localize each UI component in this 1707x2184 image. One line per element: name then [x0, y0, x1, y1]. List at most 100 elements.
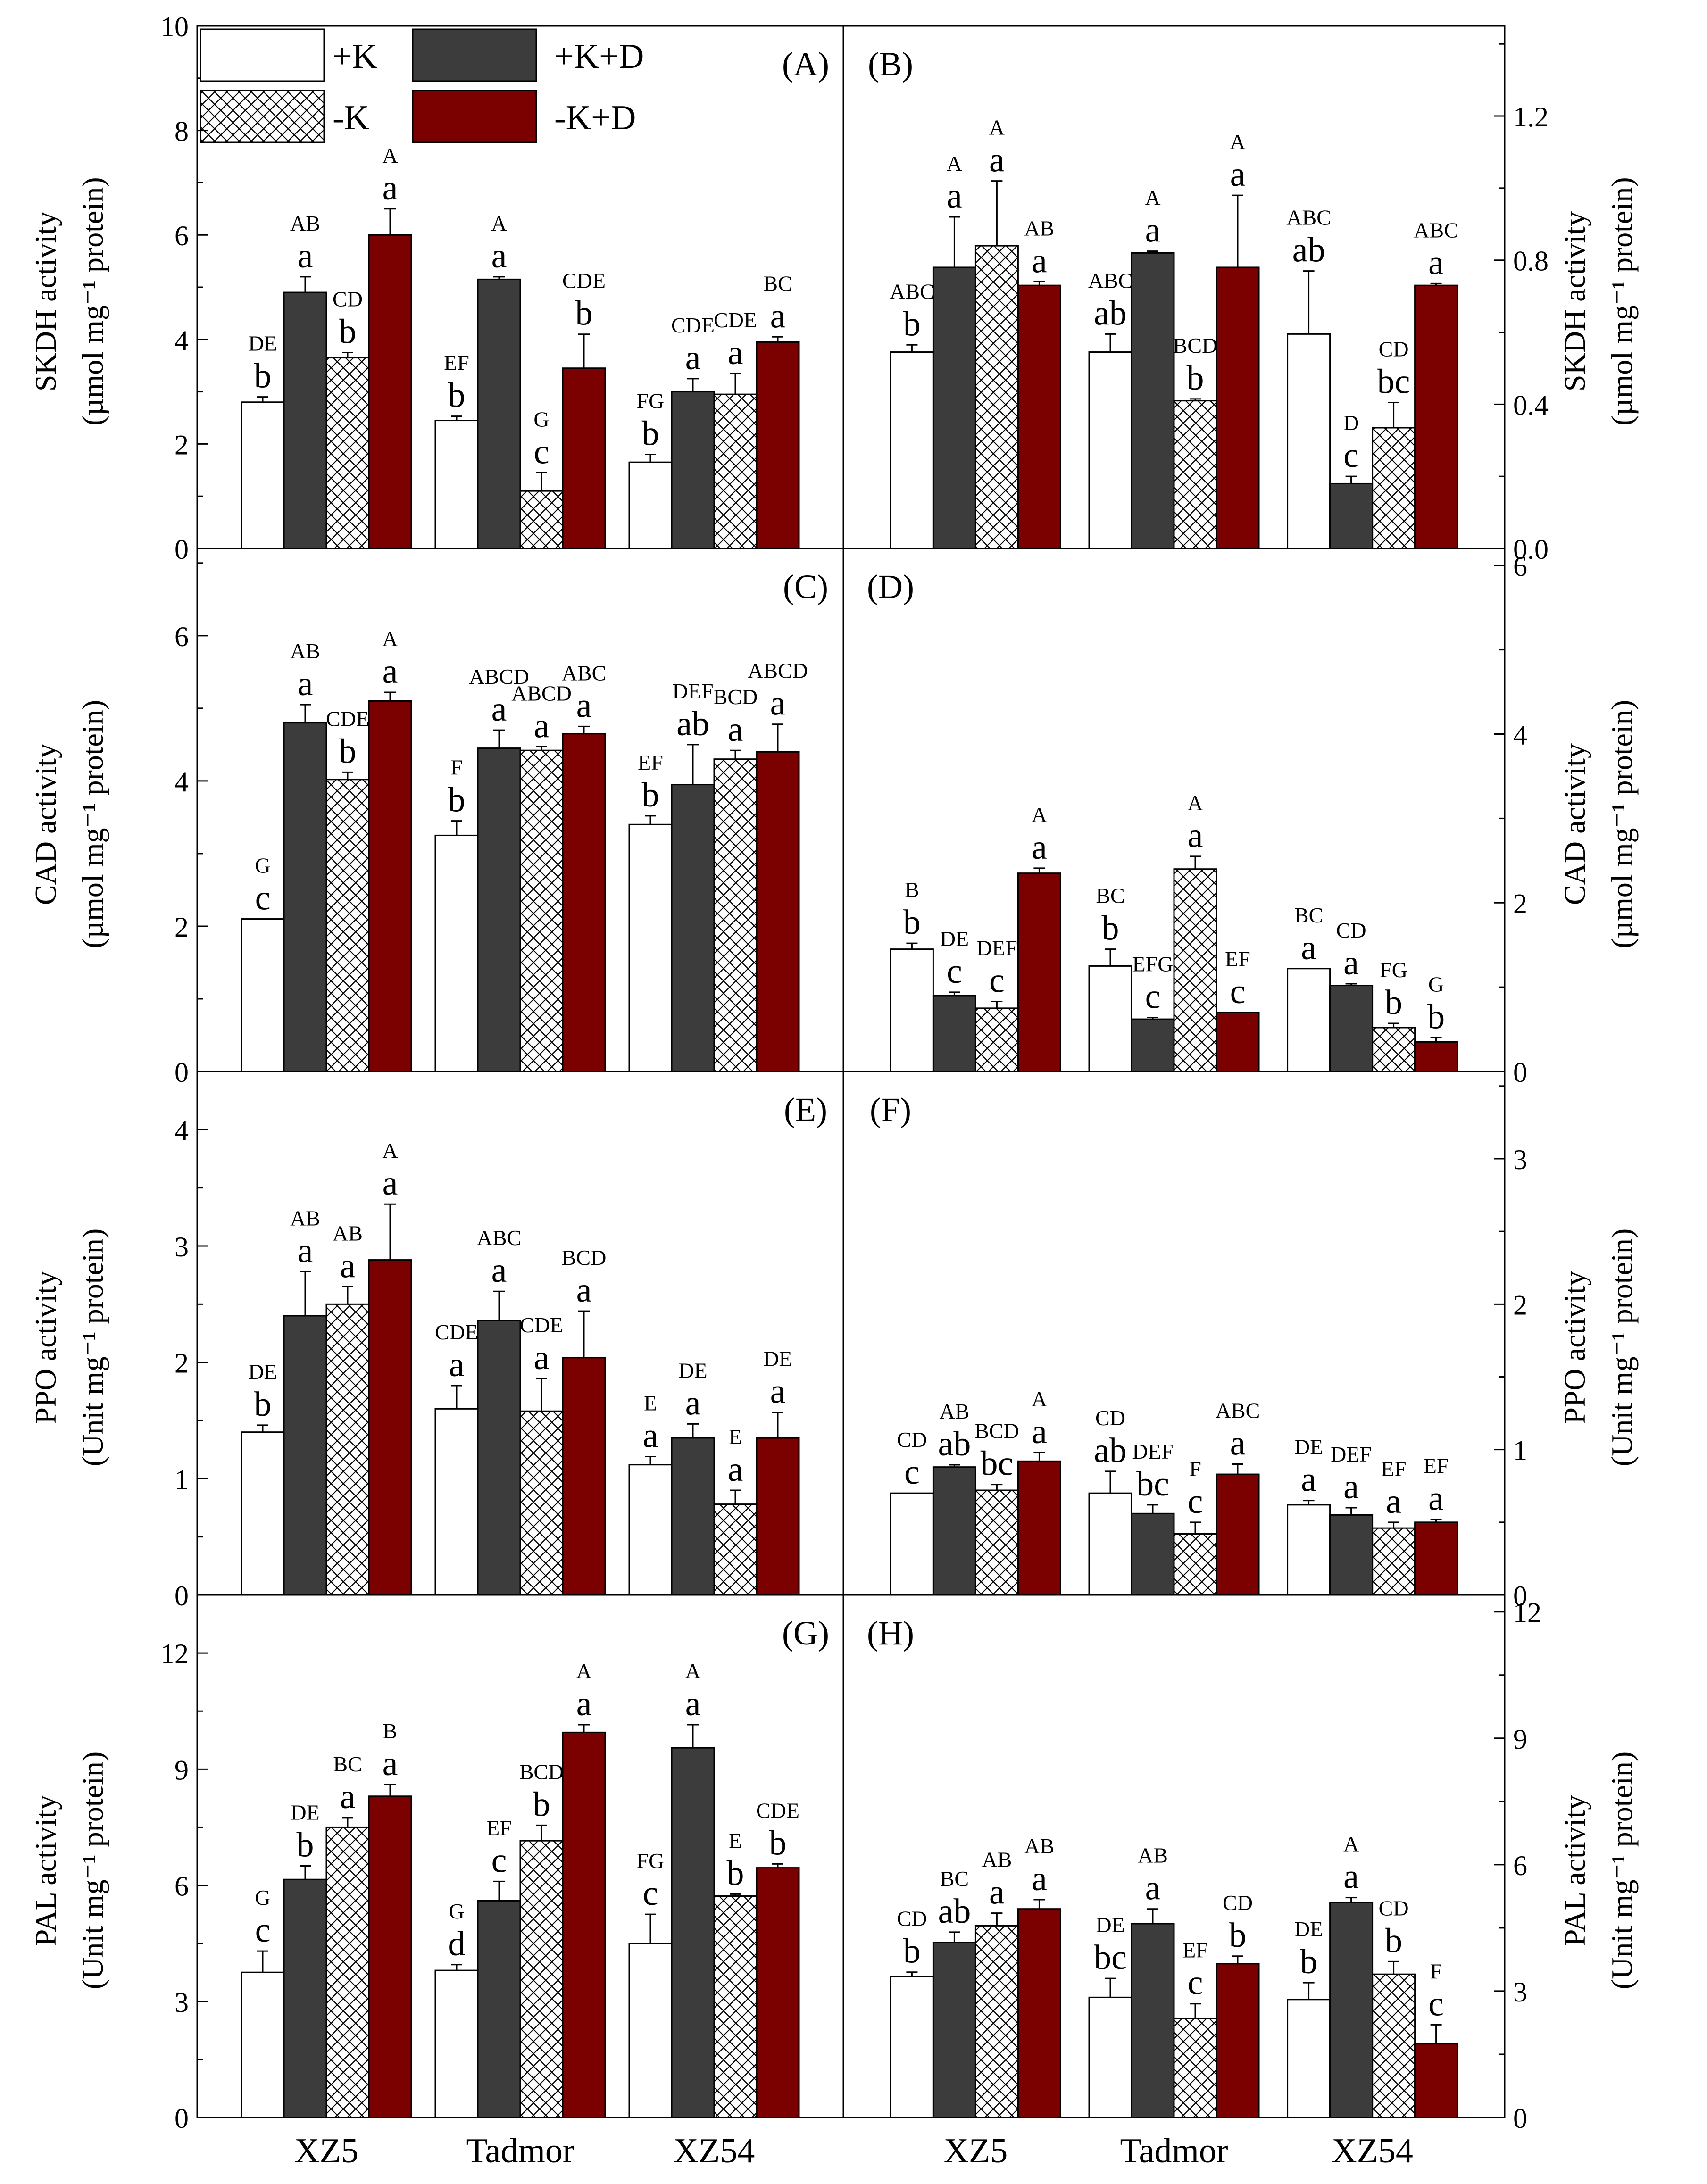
x-category-label: XZ54 — [1332, 2132, 1413, 2170]
significance-lower: c — [534, 432, 550, 471]
y-tick-label: 4 — [175, 766, 189, 797]
significance-upper: DEF — [673, 679, 714, 703]
significance-lower: b — [1229, 1916, 1247, 1955]
significance-lower: ab — [938, 1892, 971, 1931]
significance-upper: ABCD — [469, 664, 529, 689]
y-tick-label: 6 — [1513, 1850, 1527, 1881]
y-axis-unit: (Unit mg⁻¹ protein) — [76, 1229, 109, 1466]
significance-upper: F — [1430, 1959, 1442, 1983]
significance-lower: b — [254, 1385, 272, 1424]
significance-lower: b — [1385, 1921, 1402, 1960]
bar--K+D — [756, 341, 800, 549]
significance-upper: BC — [1096, 884, 1124, 908]
significance-upper: BC — [1294, 903, 1323, 927]
bar--K+D — [368, 1259, 412, 1596]
x-axis-labels: XZ5 Tadmor XZ54 XZ5 Tadmor XZ54 — [294, 2132, 1413, 2170]
significance-lower: a — [298, 237, 313, 275]
bar-+K+D — [477, 278, 521, 549]
significance-upper: A — [1032, 1387, 1047, 1411]
significance-upper: DEF — [1331, 1442, 1372, 1466]
significance-lower: a — [576, 1685, 592, 1723]
significance-lower: b — [1187, 359, 1204, 398]
significance-upper: DE — [763, 1347, 792, 1371]
bar--K+D — [562, 367, 606, 549]
bar--K — [1372, 1027, 1416, 1072]
bar--K+D — [562, 1357, 606, 1596]
significance-upper: AB — [290, 1206, 320, 1230]
significance-lower: b — [727, 1854, 744, 1893]
significance-lower: a — [449, 1345, 465, 1384]
significance-upper: CD — [1379, 1896, 1409, 1920]
significance-lower: c — [1230, 972, 1246, 1011]
significance-lower: b — [448, 781, 466, 820]
significance-lower: a — [989, 141, 1005, 180]
legend-label: +K — [333, 37, 377, 76]
legend-swatch — [200, 28, 325, 82]
y-axis-title: SKDH activity — [29, 211, 62, 391]
panel-title: (F) — [870, 1091, 911, 1129]
legend: +K +K+D -K -K+D — [200, 28, 644, 143]
significance-lower: ab — [676, 705, 709, 743]
bar--K — [325, 357, 370, 549]
significance-upper: DE — [940, 927, 969, 951]
y-tick-label: 0 — [1513, 2103, 1527, 2134]
y-axis-unit: (Unit mg⁻¹ protein) — [76, 1752, 109, 1989]
significance-lower: a — [340, 1777, 356, 1816]
bar-+K+D — [1329, 482, 1374, 549]
bar-+K — [1088, 1492, 1132, 1596]
y-tick-label: 2 — [1513, 888, 1527, 919]
significance-upper: AB — [939, 1399, 969, 1423]
y-axis-label: PPO activity (Unit mg⁻¹ protein) — [1558, 1229, 1639, 1466]
significance-lower: a — [1301, 929, 1316, 967]
significance-upper: G — [449, 1899, 464, 1923]
bar--K — [519, 1840, 564, 2118]
significance-lower: a — [1343, 944, 1359, 982]
bar-+K — [890, 351, 934, 549]
significance-upper: A — [1230, 130, 1245, 154]
significance-upper: G — [533, 407, 549, 431]
y-tick-label: 2 — [175, 429, 189, 460]
significance-upper: A — [1032, 803, 1047, 827]
bar--K — [1173, 1533, 1217, 1596]
bar-+K+D — [283, 1878, 327, 2118]
legend-label: +K+D — [554, 37, 644, 76]
bar-+K+D — [1131, 1512, 1175, 1596]
significance-upper: F — [450, 756, 463, 780]
significance-upper: AB — [1024, 1834, 1054, 1858]
bar--K — [519, 490, 564, 549]
y-tick-label: 4 — [175, 1115, 189, 1146]
bar-+K — [628, 1943, 673, 2118]
y-tick-label: 6 — [175, 621, 189, 652]
significance-upper: CDE — [671, 313, 715, 337]
significance-lower: a — [685, 1685, 701, 1723]
y-tick-label: 0.4 — [1513, 390, 1549, 421]
significance-lower: b — [769, 1824, 787, 1862]
y-tick-label: 3 — [1513, 1144, 1527, 1175]
significance-upper: A — [382, 627, 398, 651]
significance-lower: ab — [938, 1425, 971, 1463]
significance-upper: G — [255, 854, 270, 878]
y-tick-label: 12 — [160, 1638, 189, 1669]
significance-upper: ABC — [477, 1226, 522, 1250]
bar-+K — [434, 1408, 479, 1596]
significance-upper: E — [729, 1425, 742, 1449]
bar--K — [1372, 1527, 1416, 1596]
significance-upper: A — [989, 116, 1005, 140]
significance-upper: G — [1428, 972, 1444, 996]
significance-lower: a — [534, 1338, 550, 1377]
bar-+K — [434, 420, 479, 549]
y-axis-unit: (Unit mg⁻¹ protein) — [1605, 1752, 1639, 1989]
bar--K — [974, 1489, 1019, 1596]
significance-upper: CD — [1379, 337, 1409, 361]
significance-lower: a — [534, 706, 550, 745]
panel-title: (E) — [784, 1091, 827, 1129]
y-axis-label: PPO activity (Unit mg⁻¹ protein) — [29, 1229, 109, 1466]
significance-upper: A — [685, 1659, 700, 1683]
significance-lower: a — [491, 690, 507, 729]
significance-lower: c — [1343, 436, 1359, 475]
significance-lower: bc — [1094, 1938, 1127, 1977]
significance-upper: A — [1145, 186, 1160, 210]
significance-upper: BCD — [519, 1760, 564, 1784]
